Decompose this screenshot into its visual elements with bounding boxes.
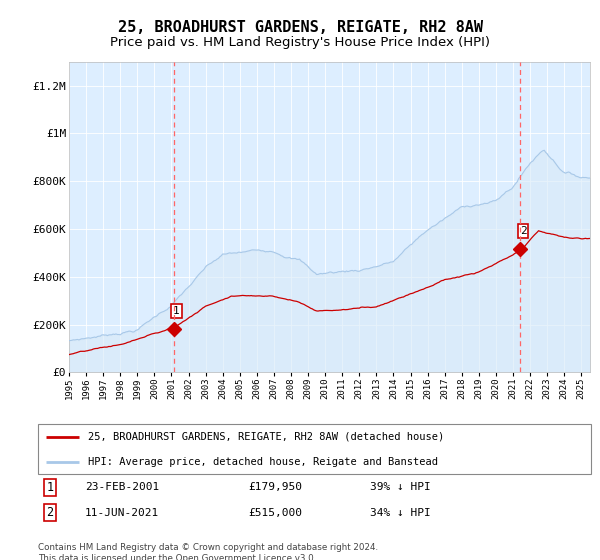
Text: Contains HM Land Registry data © Crown copyright and database right 2024.
This d: Contains HM Land Registry data © Crown c…	[38, 543, 378, 560]
Text: £179,950: £179,950	[248, 482, 302, 492]
Text: 39% ↓ HPI: 39% ↓ HPI	[370, 482, 430, 492]
Text: Price paid vs. HM Land Registry's House Price Index (HPI): Price paid vs. HM Land Registry's House …	[110, 36, 490, 49]
FancyBboxPatch shape	[38, 424, 591, 474]
Text: 34% ↓ HPI: 34% ↓ HPI	[370, 507, 430, 517]
Text: 25, BROADHURST GARDENS, REIGATE, RH2 8AW: 25, BROADHURST GARDENS, REIGATE, RH2 8AW	[118, 20, 482, 35]
Text: 11-JUN-2021: 11-JUN-2021	[85, 507, 159, 517]
Text: 2: 2	[520, 226, 526, 236]
Text: 25, BROADHURST GARDENS, REIGATE, RH2 8AW (detached house): 25, BROADHURST GARDENS, REIGATE, RH2 8AW…	[88, 432, 444, 441]
Text: 1: 1	[46, 481, 53, 494]
Text: 2: 2	[46, 506, 53, 519]
Text: 23-FEB-2001: 23-FEB-2001	[85, 482, 159, 492]
Text: 1: 1	[173, 306, 180, 316]
Text: £515,000: £515,000	[248, 507, 302, 517]
Text: HPI: Average price, detached house, Reigate and Banstead: HPI: Average price, detached house, Reig…	[88, 457, 437, 466]
